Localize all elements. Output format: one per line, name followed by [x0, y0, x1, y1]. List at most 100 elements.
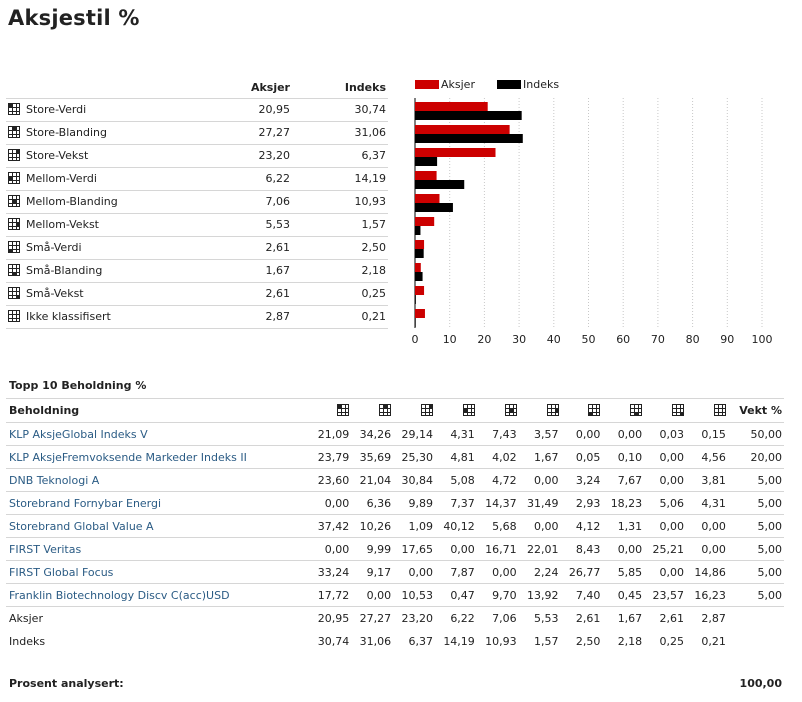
style-value-cell: 34,26	[351, 422, 394, 446]
holding-name-link[interactable]: FIRST Veritas	[9, 542, 82, 556]
style-value-cell: 35,69	[351, 445, 394, 469]
style-value-cell: 0,15	[686, 422, 728, 446]
style-row-aksjer-value: 2,61	[216, 282, 292, 306]
style-value-cell: 0,00	[644, 445, 687, 469]
style-column-header	[686, 398, 728, 423]
style-value-cell: 31,06	[359, 634, 392, 648]
bar-aksjer	[415, 171, 437, 180]
style-value-cell: 25,21	[644, 537, 687, 561]
summary-row-label: Aksjer	[9, 611, 43, 625]
style-row-aksjer-value: 5,53	[216, 213, 292, 237]
style-row-label: Små-Blanding	[26, 264, 103, 277]
style-value-cell: 27,27	[359, 611, 392, 625]
col-indeks-header: Indeks	[292, 77, 388, 99]
style-table: Aksjer Indeks Store-Verdi 20,95 30,74 Store…	[6, 77, 388, 329]
style-value-cell: 22,01	[518, 537, 561, 561]
style-value-cell: 0,00	[351, 583, 394, 607]
style-value-cell: 0,03	[644, 422, 687, 446]
style-box-large-blend-icon	[8, 126, 20, 138]
holding-name-link[interactable]: Franklin Biotechnology Discv C(acc)USD	[9, 588, 230, 602]
style-value-cell: 30,84	[393, 468, 435, 492]
style-column-header	[518, 398, 561, 423]
style-value-cell: 5,06	[644, 491, 687, 515]
style-value-cell: 10,53	[393, 583, 435, 607]
bar-indeks	[415, 295, 416, 304]
style-value-cell: 5,53	[534, 611, 559, 625]
style-value-cell: 7,40	[560, 583, 603, 607]
style-value-cell: 16,23	[686, 583, 728, 607]
style-value-cell: 14,19	[443, 634, 475, 648]
style-box-large-growth-icon	[420, 404, 433, 416]
style-value-cell: 0,25	[659, 634, 685, 648]
holding-row: Storebrand Global Value A 37,42 10,26 1,09 4…	[6, 514, 784, 538]
bar-aksjer	[415, 148, 496, 157]
holding-name-link[interactable]: KLP AksjeGlobal Indeks V	[9, 427, 148, 441]
style-value-cell: 0,47	[434, 583, 477, 607]
style-box-mid-value-icon	[8, 172, 20, 184]
holdings-table: Beholdning Vekt % KLP AksjeGlobal Indeks…	[6, 398, 784, 653]
style-value-cell: 1,67	[518, 445, 561, 469]
bar-indeks	[415, 180, 465, 189]
style-value-cell: 2,93	[560, 491, 603, 515]
weight-cell: 5,00	[727, 491, 784, 515]
style-box-large-blend-icon	[379, 404, 392, 416]
style-box-empty-icon	[8, 310, 20, 322]
style-value-cell: 0,00	[518, 514, 561, 538]
style-value-cell: 6,37	[408, 634, 433, 648]
holding-row: KLP AksjeFremvoksende Markeder Indeks II…	[6, 445, 784, 469]
style-value-cell: 31,49	[518, 491, 561, 515]
holding-name-link[interactable]: DNB Teknologi A	[9, 473, 100, 487]
style-value-cell: 0,00	[309, 537, 352, 561]
style-value-cell: 4,02	[476, 445, 519, 469]
style-row-label: Store-Blanding	[26, 126, 107, 139]
holding-row: KLP AksjeGlobal Indeks V 21,09 34,26 29,14 4…	[6, 422, 784, 446]
style-value-cell: 7,67	[602, 468, 645, 492]
style-box-mid-value-icon	[462, 404, 475, 416]
style-value-cell: 6,22	[450, 611, 475, 625]
holding-row: FIRST Global Focus 33,24 9,17 0,00 7,87 0,00 2…	[6, 560, 784, 584]
legend-swatch	[415, 80, 439, 89]
style-box-small-blend-icon	[8, 264, 20, 276]
style-value-cell: 20,95	[317, 611, 350, 625]
style-value-cell: 3,81	[686, 468, 728, 492]
style-value-cell: 21,04	[351, 468, 394, 492]
style-row-aksjer-value: 2,87	[216, 305, 292, 329]
holdings-section-title: Topp 10 Beholdning %	[9, 379, 147, 392]
style-row-label: Små-Verdi	[26, 241, 82, 254]
x-tick-label: 80	[686, 333, 700, 346]
style-value-cell: 0,00	[434, 537, 477, 561]
style-value-cell: 0,00	[602, 537, 645, 561]
style-box-small-growth-icon	[8, 287, 20, 299]
holding-name-link[interactable]: KLP AksjeFremvoksende Markeder Indeks II	[9, 450, 247, 464]
style-value-cell: 3,57	[518, 422, 561, 446]
bar-indeks	[415, 134, 523, 143]
style-box-mid-growth-icon	[8, 218, 20, 230]
style-value-cell: 4,56	[686, 445, 728, 469]
style-row-indeks-value: 31,06	[292, 121, 388, 145]
style-column-header	[351, 398, 394, 423]
bar-aksjer	[415, 125, 510, 134]
col-aksjer-header: Aksjer	[216, 77, 292, 99]
style-value-cell: 0,45	[602, 583, 645, 607]
style-column-header	[476, 398, 519, 423]
holding-row: FIRST Veritas 0,00 9,99 17,65 0,00 16,71 22,01…	[6, 537, 784, 561]
style-box-small-blend-icon	[630, 404, 643, 416]
style-value-cell: 23,20	[401, 611, 433, 625]
holding-name-link[interactable]: Storebrand Global Value A	[9, 519, 154, 533]
style-row: Mellom-Vekst 5,53 1,57	[6, 213, 388, 237]
legend-label: Indeks	[523, 78, 559, 91]
style-value-cell: 23,57	[644, 583, 687, 607]
style-value-cell: 0,00	[644, 468, 687, 492]
style-value-cell: 2,50	[575, 634, 601, 648]
summary-row: Aksjer 20,95 27,27 23,20 6,22 7,06 5,53 2,61 1,6…	[6, 607, 784, 630]
style-value-cell: 29,14	[393, 422, 435, 446]
bar-indeks	[415, 111, 522, 120]
style-value-cell: 17,72	[309, 583, 352, 607]
holding-name-link[interactable]: Storebrand Fornybar Energi	[9, 496, 162, 510]
bar-aksjer	[415, 194, 440, 203]
style-row-indeks-value: 6,37	[292, 144, 388, 168]
bar-indeks	[415, 203, 453, 212]
holding-name-link[interactable]: FIRST Global Focus	[9, 565, 114, 579]
style-value-cell: 9,99	[351, 537, 394, 561]
style-box-small-growth-icon	[672, 404, 685, 416]
